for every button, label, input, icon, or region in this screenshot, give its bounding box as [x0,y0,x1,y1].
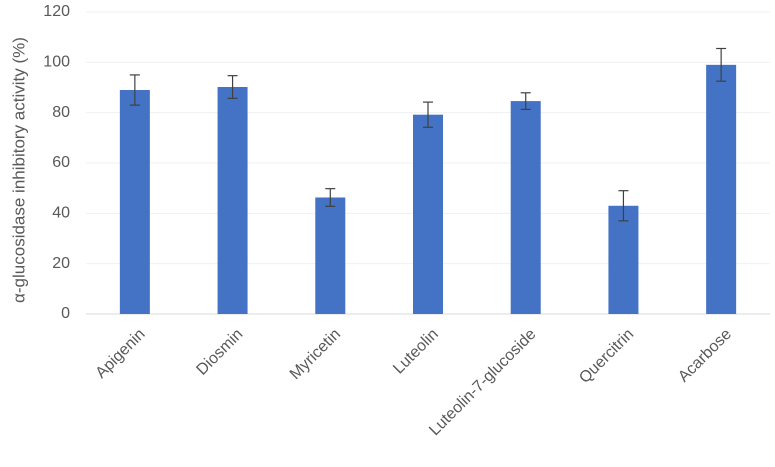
y-tick-label: 100 [43,54,70,71]
error-bar [618,190,629,222]
error-bar [423,101,433,128]
error-bar [520,92,531,110]
x-tick-label: Myricetin [287,326,344,383]
bar [608,205,639,314]
bar [413,114,443,315]
error-bar [716,47,727,82]
y-tick-label: 40 [52,205,70,222]
bar [510,101,541,314]
x-tick-label: Apigenin [93,326,149,382]
x-tick-label: Luteolin-7-glucoside [426,326,539,439]
bar [119,90,150,315]
x-tick-label: Luteolin [390,326,442,378]
y-tick-label: 60 [52,154,70,171]
bar [315,197,346,314]
bar [706,64,737,314]
error-bar [227,75,238,99]
y-tick-label: 20 [52,255,70,272]
error-bar [325,188,336,207]
y-axis-label: α-glucosidase inhibitory activity (%) [9,37,28,303]
y-tick-label: 0 [61,305,70,322]
error-bar [129,74,140,106]
x-tick-label: Diosmin [193,326,246,379]
x-tick-label: Acarbose [675,326,735,386]
x-tick-label: Quercitrin [576,326,637,387]
y-tick-label: 80 [52,104,70,121]
bar [217,86,248,314]
y-tick-label: 120 [43,3,70,20]
